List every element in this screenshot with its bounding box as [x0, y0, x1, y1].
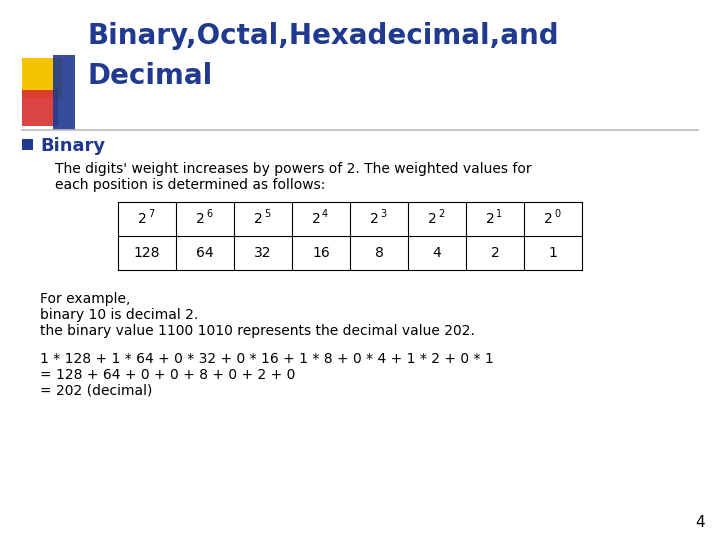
Text: 2: 2 — [369, 212, 379, 226]
Text: 2: 2 — [544, 212, 552, 226]
Text: 1: 1 — [549, 246, 557, 260]
Text: For example,: For example, — [40, 292, 130, 306]
Text: 3: 3 — [380, 209, 386, 219]
Bar — [53, 55, 75, 130]
Text: 8: 8 — [374, 246, 384, 260]
Text: 6: 6 — [206, 209, 212, 219]
Text: 4: 4 — [696, 515, 705, 530]
Text: 1 * 128 + 1 * 64 + 0 * 32 + 0 * 16 + 1 * 8 + 0 * 4 + 1 * 2 + 0 * 1: 1 * 128 + 1 * 64 + 0 * 32 + 0 * 16 + 1 *… — [40, 352, 494, 366]
Text: binary 10 is decimal 2.: binary 10 is decimal 2. — [40, 308, 198, 322]
Bar — [22, 139, 33, 150]
Text: The digits' weight increases by powers of 2. The weighted values for: The digits' weight increases by powers o… — [55, 162, 531, 176]
Bar — [22, 58, 62, 98]
Text: 7: 7 — [148, 209, 154, 219]
Text: 128: 128 — [134, 246, 161, 260]
Text: 5: 5 — [264, 209, 270, 219]
Bar — [22, 90, 58, 126]
Text: 1: 1 — [496, 209, 502, 219]
Text: 0: 0 — [554, 209, 560, 219]
Text: 16: 16 — [312, 246, 330, 260]
Text: Decimal: Decimal — [88, 62, 213, 90]
Text: 2: 2 — [138, 212, 146, 226]
Text: Binary,Octal,Hexadecimal,and: Binary,Octal,Hexadecimal,and — [88, 22, 559, 50]
Text: 2: 2 — [485, 212, 495, 226]
Text: 2: 2 — [490, 246, 500, 260]
Text: 2: 2 — [253, 212, 262, 226]
Text: Binary: Binary — [40, 137, 105, 155]
Text: 2: 2 — [196, 212, 204, 226]
Text: 32: 32 — [254, 246, 271, 260]
Text: = 202 (decimal): = 202 (decimal) — [40, 384, 153, 398]
Text: the binary value 1100 1010 represents the decimal value 202.: the binary value 1100 1010 represents th… — [40, 324, 475, 338]
Text: 4: 4 — [322, 209, 328, 219]
Text: = 128 + 64 + 0 + 0 + 8 + 0 + 2 + 0: = 128 + 64 + 0 + 0 + 8 + 0 + 2 + 0 — [40, 368, 295, 382]
Text: 4: 4 — [433, 246, 441, 260]
Text: 64: 64 — [196, 246, 214, 260]
Text: each position is determined as follows:: each position is determined as follows: — [55, 178, 325, 192]
Text: 2: 2 — [438, 209, 444, 219]
Text: 2: 2 — [312, 212, 320, 226]
Text: 2: 2 — [428, 212, 436, 226]
